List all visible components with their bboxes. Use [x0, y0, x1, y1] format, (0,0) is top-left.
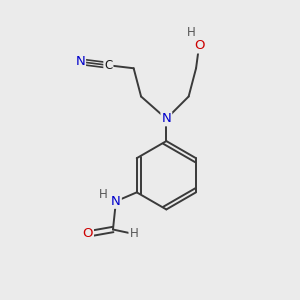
Text: C: C [104, 59, 112, 72]
Text: N: N [75, 55, 85, 68]
Text: H: H [129, 227, 138, 241]
Text: N: N [161, 112, 171, 125]
Text: O: O [194, 40, 204, 52]
Text: H: H [187, 26, 196, 39]
Text: O: O [82, 227, 93, 241]
Text: N: N [111, 195, 121, 208]
Text: H: H [99, 188, 108, 201]
